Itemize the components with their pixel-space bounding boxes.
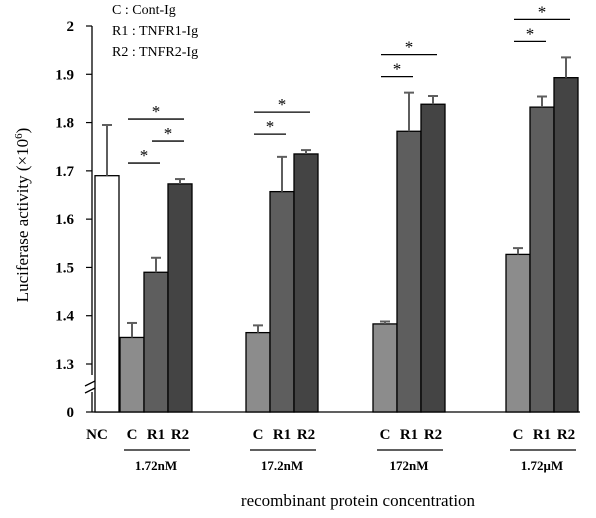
significance-star: * [140, 146, 149, 165]
x-label-r1: R1 [533, 427, 551, 443]
significance-star: * [538, 2, 547, 21]
y-axis-title-text: Luciferase activity (×10 [13, 139, 32, 302]
x-label-c: C [253, 427, 264, 443]
y-axis-title-close: ) [13, 128, 32, 134]
x-axis-title: recombinant protein concentration [241, 491, 476, 510]
significance-star: * [266, 117, 275, 136]
bar-r1-group-4 [529, 106, 555, 413]
bar-r1-group-1 [143, 271, 169, 413]
x-label-r2: R2 [171, 427, 189, 443]
group-label: 172nM [390, 458, 429, 473]
x-label-r1: R1 [400, 427, 418, 443]
y-axis-title-exponent: 6 [13, 133, 25, 139]
y-tick-label: 2 [67, 19, 75, 35]
y-axis-title: Luciferase activity (×106) [13, 128, 32, 303]
bar-r1-group-2 [269, 190, 295, 413]
bar-r2-group-1 [167, 183, 193, 413]
x-label-r2: R2 [424, 427, 442, 443]
bar-c-group-1 [119, 336, 145, 413]
error-bars [102, 56, 571, 338]
significance-star: * [278, 95, 287, 114]
bar-c-group-4 [505, 253, 531, 413]
y-tick-label: 1.9 [55, 67, 74, 83]
bars [94, 77, 579, 413]
legend-entry-r1: R1 : TNFR1-Ig [112, 24, 198, 39]
y-tick-label: 1.4 [55, 309, 74, 325]
significance-markers: ********* [128, 2, 570, 165]
bar-c-group-3 [372, 323, 398, 413]
bar-c-group-2 [245, 331, 271, 413]
bar-nc [94, 175, 120, 413]
x-axis-labels: NC C R1 R2 1.72nM C R1 R2 17.2nM C R1 R2 172nM C R1 R2 1… [86, 427, 576, 473]
group-label: 1.72nM [135, 458, 177, 473]
x-label-r1: R1 [273, 427, 291, 443]
legend-entry-r2: R2 : TNFR2-Ig [112, 45, 198, 60]
x-label-c: C [380, 427, 391, 443]
bar-r2-group-4 [553, 77, 579, 413]
y-tick-label: 1.3 [55, 357, 74, 373]
x-label-c: C [513, 427, 524, 443]
significance-star: * [526, 24, 535, 43]
x-label-r2: R2 [557, 427, 575, 443]
bar-r1-group-3 [396, 130, 422, 413]
group-label: 17.2nM [261, 458, 303, 473]
x-label-r1: R1 [147, 427, 165, 443]
bar-r2-group-2 [293, 153, 319, 413]
significance-star: * [164, 124, 173, 143]
x-label-r2: R2 [297, 427, 315, 443]
legend: C : Cont-Ig R1 : TNFR1-Ig R2 : TNFR2-Ig [112, 3, 198, 60]
legend-entry-c: C : Cont-Ig [112, 3, 176, 18]
significance-star: * [405, 38, 414, 57]
x-label-c: C [127, 427, 138, 443]
y-tick-label: 0 [67, 405, 75, 421]
significance-star: * [393, 60, 402, 79]
significance-star: * [152, 102, 161, 121]
bar-r2-group-3 [420, 103, 446, 413]
group-label: 1.72μM [521, 458, 563, 473]
y-tick-label: 1.8 [55, 116, 74, 132]
x-label-nc: NC [86, 427, 108, 443]
y-tick-label: 1.7 [55, 164, 74, 180]
y-tick-label: 1.6 [55, 212, 74, 228]
y-tick-label: 1.5 [55, 260, 74, 276]
